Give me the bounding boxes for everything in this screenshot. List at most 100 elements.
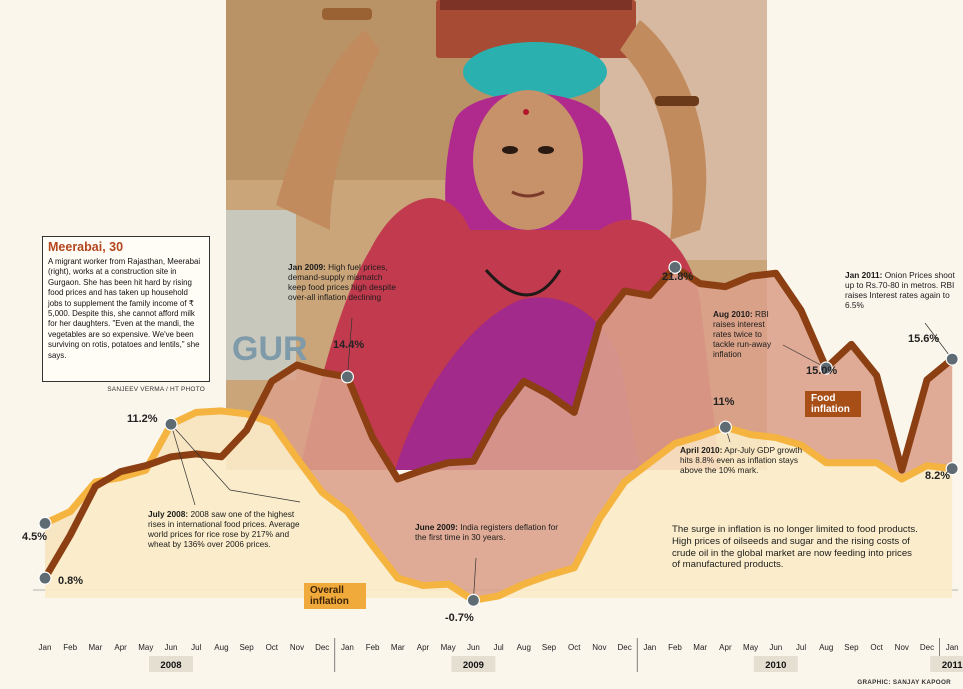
x-tick-label: Oct <box>870 643 883 652</box>
annotation-text: 2008 saw one of the highest rises in int… <box>148 509 300 549</box>
annotation-apr-2010: April 2010: Apr-July GDP growth hits 8.8… <box>680 445 805 475</box>
data-point-marker <box>164 417 178 431</box>
data-point-marker <box>466 593 480 607</box>
data-point-marker <box>945 462 959 476</box>
year-label: 2011 <box>942 660 963 671</box>
x-tick-label: Jan <box>643 643 656 652</box>
annotation-head: Aug 2010: <box>713 309 753 319</box>
annotation-head: June 2009: <box>415 522 458 532</box>
x-tick-label: May <box>441 643 456 652</box>
annotation-leaders <box>170 317 953 601</box>
x-tick-label: Jun <box>467 643 480 652</box>
annotation-jul-2008: July 2008: 2008 saw one of the highest r… <box>148 509 300 549</box>
profile-text: A migrant worker from Rajasthan, Meeraba… <box>48 257 201 360</box>
year-label: 2008 <box>160 660 181 671</box>
x-tick-label: Jun <box>165 643 178 652</box>
x-tick-label: May <box>138 643 153 652</box>
year-label: 2010 <box>765 660 786 671</box>
annotation-head: July 2008: <box>148 509 189 519</box>
annotation-jan-2009: Jan 2009: High fuel prices, demand-suppl… <box>288 262 400 302</box>
x-tick-label: Jan <box>341 643 354 652</box>
x-tick-label: Aug <box>214 643 228 652</box>
data-point-marker <box>38 516 52 531</box>
overall-inflation-area <box>45 410 953 601</box>
x-axis: Jan Feb Mar Apr May Jun Jul Aug Sep Oct Nov Dec Jan F… <box>39 638 959 672</box>
data-point-marker <box>38 571 52 585</box>
x-tick-label: Mar <box>89 643 103 652</box>
profile-title: Meerabai, 30 <box>48 240 124 254</box>
x-tick-label: Mar <box>693 643 707 652</box>
data-point-marker <box>819 361 833 375</box>
x-tick-label: Sep <box>844 643 859 652</box>
annotation-head: Jan 2011: <box>845 270 883 280</box>
year-label-bg <box>451 656 496 672</box>
x-tick-label: Dec <box>617 643 631 652</box>
x-tick-label: Nov <box>895 643 909 652</box>
x-tick-label: Apr <box>114 643 127 652</box>
x-tick-label: Dec <box>920 643 934 652</box>
leader-line <box>170 424 196 506</box>
x-tick-label: Feb <box>366 643 380 652</box>
value-label: 15.6% <box>908 333 940 345</box>
x-tick-label: Oct <box>568 643 581 652</box>
annotation-jun-2009: June 2009: India registers deflation for… <box>415 522 565 542</box>
x-tick-label: Feb <box>668 643 682 652</box>
value-label: 15.0% <box>806 365 838 377</box>
x-tick-label: Jun <box>769 643 782 652</box>
data-point-marker <box>718 420 733 434</box>
annotation-text: RBI raises interest rates twice to tackl… <box>713 309 772 359</box>
x-tick-label: Jul <box>493 643 503 652</box>
data-point-marker <box>945 352 959 366</box>
x-tick-label: Sep <box>542 643 557 652</box>
x-tick-label: Nov <box>592 643 606 652</box>
leader-line <box>782 344 827 369</box>
annotation-text: High fuel prices, demand-supply mismatch… <box>288 262 396 302</box>
year-label-bg <box>930 656 963 672</box>
annotation-head: Jan 2009: <box>288 262 326 272</box>
annotation-text: Apr-July GDP growth hits 8.8% even as in… <box>680 445 803 475</box>
x-tick-label: Sep <box>239 643 254 652</box>
x-tick-label: Aug <box>819 643 833 652</box>
food-inflation-line <box>41 263 955 580</box>
value-label: 21.8% <box>662 271 694 283</box>
leader-line <box>347 317 353 377</box>
photo-woman-carrying-bricks: GUR <box>226 0 767 471</box>
x-tick-label: Apr <box>417 643 430 652</box>
x-tick-label: Mar <box>391 643 405 652</box>
value-label: 0.8% <box>58 575 84 587</box>
food-inflation-area <box>45 267 953 601</box>
year-label: 2009 <box>463 660 484 671</box>
leader-line <box>229 489 301 503</box>
value-label: 11% <box>713 396 735 408</box>
profile-box: Meerabai, 30 A migrant worker from Rajas… <box>42 236 210 393</box>
leader-line <box>924 322 953 360</box>
year-labels: 2008 2009 2010 2011 <box>149 656 963 672</box>
annotation-jan-2011: Jan 2011: Onion Prices shoot up to Rs.70… <box>845 270 955 310</box>
value-label: 8.2% <box>925 470 951 482</box>
value-label: 14.4% <box>333 339 365 351</box>
x-tick-label: Apr <box>719 643 732 652</box>
x-tick-label: Jul <box>796 643 806 652</box>
legend-food-inflation: Food inflation <box>805 391 861 417</box>
annotation-aug-2010: Aug 2010: RBI raises interest rates twic… <box>713 309 779 359</box>
x-tick-label: Jan <box>946 643 959 652</box>
annotation-text: India registers deflation for the first … <box>415 522 558 542</box>
year-label-bg <box>149 656 193 672</box>
svg-text:GUR: GUR <box>232 330 308 368</box>
overall-inflation-line <box>43 407 953 604</box>
x-tick-label: Nov <box>290 643 304 652</box>
x-tick-label: Feb <box>63 643 77 652</box>
data-point-marker <box>340 370 354 384</box>
annotation-text: Onion Prices shoot up to Rs.70-80 in met… <box>845 270 955 310</box>
x-tick-label: Jul <box>191 643 201 652</box>
data-point-marker <box>668 260 682 274</box>
x-tick-label: May <box>743 643 758 652</box>
summary-text: The surge in inflation is no longer limi… <box>672 524 918 571</box>
leader-line <box>473 557 477 601</box>
value-label: 11.2% <box>127 413 158 425</box>
value-label: 4.5% <box>22 531 48 543</box>
annotation-head: April 2010: <box>680 445 723 455</box>
value-label: -0.7% <box>445 612 474 624</box>
